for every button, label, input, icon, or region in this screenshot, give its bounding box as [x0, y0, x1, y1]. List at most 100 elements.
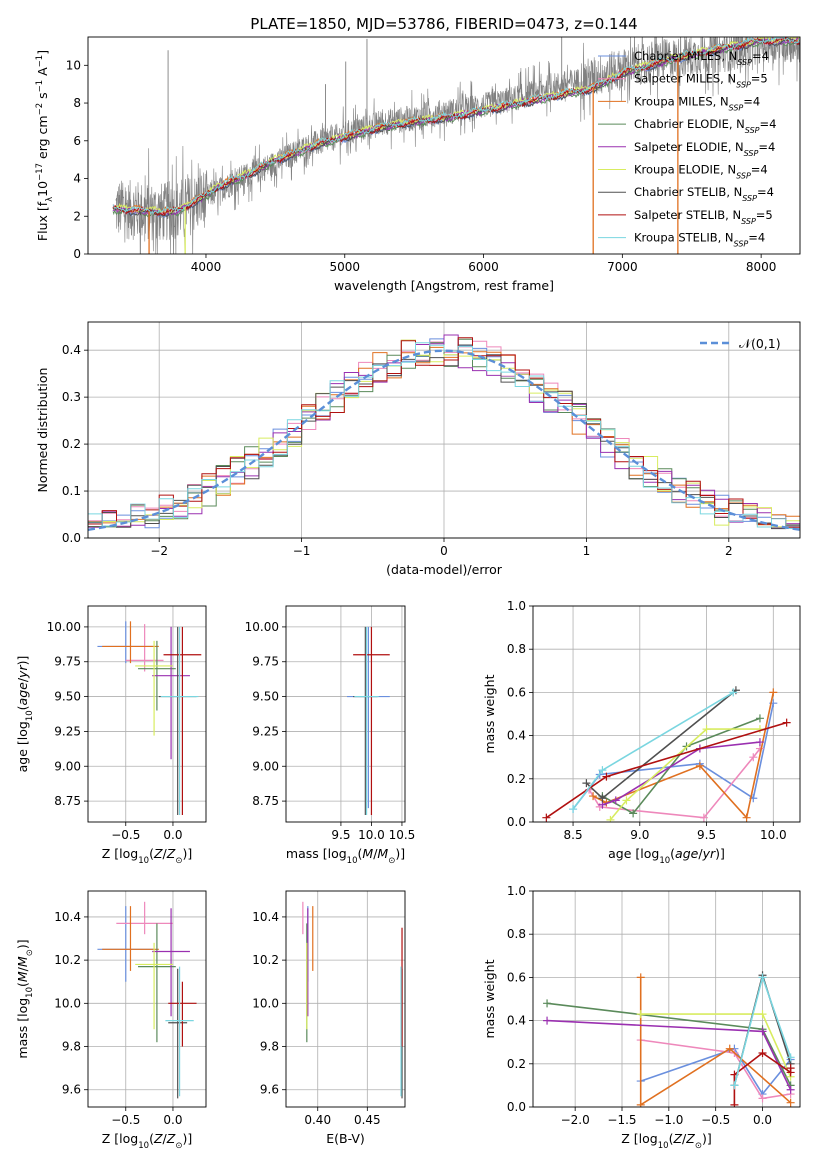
x-tick-label: 10.0: [760, 828, 787, 842]
x-tick-label: 9.5: [697, 828, 716, 842]
x-tick-label: 0.40: [304, 1113, 331, 1127]
errorbar-chabrier-stelib: [168, 968, 188, 1099]
weight-marker: [755, 714, 764, 723]
x-tick-label: 0.45: [354, 1113, 381, 1127]
errorbar-salpeter-stelib: [163, 626, 202, 816]
x-tick-label: −0.5: [111, 828, 140, 842]
plot-area: [302, 901, 403, 1099]
weight-line-salpeter-elodie: [602, 741, 761, 806]
weight-marker: [699, 813, 708, 822]
y-tick-label: 9.6: [62, 1083, 81, 1097]
normal-reference-curve: [88, 349, 800, 531]
y-tick-label: 0: [73, 247, 81, 261]
y-axis-label: mass weight: [482, 959, 497, 1038]
y-tick-label: 0.6: [507, 970, 526, 984]
errorbar-chabrier-miles: [347, 626, 390, 809]
weight-marker: [742, 813, 751, 822]
y-tick-label: 2: [73, 209, 81, 223]
plot-area: [347, 626, 390, 816]
errorbar-salpeter-elodie: [152, 908, 190, 1017]
axes-frame: [285, 890, 406, 1108]
weight-marker: [758, 1094, 767, 1103]
weight-marker: [786, 1085, 795, 1094]
x-tick-label: 2: [725, 544, 733, 558]
x-axis-label: (data-model)/error: [386, 562, 503, 577]
weight-line-kroupa-miles: [592, 692, 775, 820]
weight-marker: [786, 1053, 795, 1062]
errorbar-kroupa-stelib: [354, 626, 379, 816]
y-tick-label: 9.50: [252, 690, 279, 704]
weight-marker: [758, 1010, 767, 1019]
errorbar-kroupa-elodie: [135, 942, 173, 1030]
weight-marker: [729, 688, 738, 697]
y-axis-label: Flux [fλ10−17 erg cm−2 s−1 A−1]: [35, 50, 55, 241]
mass-weight-vs-age-panel: 8.5 9.0 9.5 10.0 0.0 0.2 0.4 0.6 0.8 1.0 age [log1…: [482, 599, 801, 866]
x-tick-label: 10.5: [389, 828, 416, 842]
errorbar-chabrier-miles: [97, 906, 155, 982]
weight-marker: [786, 1064, 795, 1073]
y-tick-label: 10.4: [252, 910, 279, 924]
legend-entry-kroupa-miles: Kroupa MILES, NSSP=4: [634, 94, 760, 112]
weight-marker: [758, 1049, 767, 1057]
x-tick-label: −1: [293, 544, 311, 558]
weight-marker: [769, 688, 778, 697]
weight-marker: [598, 766, 607, 775]
y-tick-label: 0.0: [62, 531, 81, 545]
legend-entry-chabrier-stelib: Chabrier STELIB, NSSP=4: [634, 185, 774, 203]
spectrum-panel: 4000 5000 6000 7000 8000 0 2 4 6 8 10 Chabrier MILE…: [35, 36, 801, 293]
x-tick-label: 0: [440, 544, 448, 558]
x-tick-label: 4000: [191, 260, 222, 274]
axes-frame: [87, 321, 801, 539]
legend-entry-kroupa-elodie: Kroupa ELODIE, NSSP=4: [634, 163, 768, 181]
y-tick-label: 9.75: [252, 655, 279, 669]
x-axis-label: mass [log10(M/M⊙)]: [286, 846, 405, 866]
model-spectrum-kroupa-stelib: [112, 37, 800, 216]
axes-frame: [87, 605, 207, 823]
x-tick-label: 7000: [607, 260, 638, 274]
y-tick-label: 0.2: [507, 772, 526, 786]
y-tick-label: 0.4: [507, 729, 526, 743]
x-tick-label: 0.0: [163, 828, 182, 842]
y-tick-label: 0.1: [62, 484, 81, 498]
axes-frame: [532, 890, 801, 1108]
figure-title: PLATE=1850, MJD=53786, FIBERID=0473, z=0…: [250, 15, 637, 33]
weight-marker: [598, 794, 607, 803]
x-tick-label: −1.0: [654, 1113, 683, 1127]
y-tick-label: 0.6: [507, 685, 526, 699]
y-tick-label: 0.4: [62, 343, 81, 357]
weight-marker: [602, 772, 611, 781]
weight-marker: [758, 1027, 767, 1036]
age-vs-mass-panel: 9.5 10.0 10.5 8.75 9.00 9.25 9.50 9.75 10.00 mass…: [245, 605, 416, 866]
plot-area: [112, 37, 800, 254]
y-tick-label: 10.0: [54, 996, 81, 1010]
y-tick-label: 9.00: [54, 759, 81, 773]
histogram-salpeter-elodie: [88, 334, 800, 529]
weight-line-chabrier-elodie: [602, 717, 761, 815]
spectrum-legend: Chabrier MILES, NSSP=4 Salpeter MILES, NS…: [598, 49, 776, 248]
axes-frame: [87, 36, 801, 255]
y-tick-label: 9.25: [54, 724, 81, 738]
y-tick-label: 10.2: [54, 953, 81, 967]
y-tick-label: 9.50: [54, 690, 81, 704]
y-tick-label: 9.00: [252, 759, 279, 773]
weight-line-chabrier-miles: [640, 1047, 792, 1096]
legend-entry-normal: 𝒩(0,1): [739, 336, 781, 351]
x-axis-label: Z [log10(Z/Z⊙)]: [621, 1131, 711, 1151]
legend-entry-chabrier-miles: Chabrier MILES, NSSP=4: [634, 49, 769, 67]
weight-line-kroupa-elodie: [609, 728, 760, 821]
x-tick-label: −2: [150, 544, 168, 558]
x-tick-label: 6000: [468, 260, 499, 274]
x-tick-label: −0.5: [111, 1113, 140, 1127]
x-tick-label: 9.5: [331, 828, 350, 842]
y-axis-label: Normed distribution: [35, 368, 50, 493]
age-vs-metallicity-panel: −0.5 0.0 8.75 9.00 9.25 9.50 9.75 10.00 Z [log10…: [15, 605, 207, 866]
axes-frame: [285, 605, 406, 823]
legend-entry-salpeter-stelib: Salpeter STELIB, NSSP=5: [634, 208, 773, 226]
legend-entry-chabrier-elodie: Chabrier ELODIE, NSSP=4: [634, 117, 776, 135]
y-axis-label: mass [log10(M/M⊙)]: [15, 939, 35, 1058]
legend-entry-kroupa-stelib: Kroupa STELIB, NSSP=4: [634, 231, 765, 249]
x-axis-label: Z [log10(Z/Z⊙)]: [102, 846, 192, 866]
weight-marker: [611, 796, 620, 805]
histogram-kroupa-stelib: [88, 342, 800, 529]
y-tick-label: 9.6: [260, 1083, 279, 1097]
